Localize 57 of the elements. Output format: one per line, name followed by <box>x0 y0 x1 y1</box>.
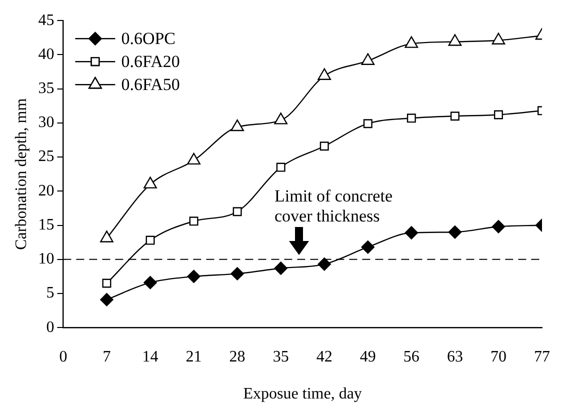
x-tick-label: 56 <box>403 348 420 366</box>
legend-label: 0.6FA50 <box>121 75 180 94</box>
point <box>406 114 416 123</box>
point <box>144 276 157 290</box>
y-tick-label: 10 <box>38 250 54 268</box>
point <box>320 142 329 151</box>
point <box>318 258 331 271</box>
point <box>404 226 418 240</box>
x-tick-label: 28 <box>229 348 246 366</box>
point <box>146 236 155 245</box>
y-tick-label: 5 <box>46 284 54 302</box>
y-axis-title: Carbonation depth, mm <box>12 98 30 250</box>
point <box>361 240 374 254</box>
point <box>492 220 506 234</box>
point <box>494 110 503 120</box>
point <box>450 112 460 121</box>
y-tick-label: 15 <box>38 216 54 234</box>
x-tick-label: 49 <box>360 348 376 366</box>
x-tick-label: 63 <box>446 348 463 366</box>
point <box>230 267 244 280</box>
y-tick-label: 30 <box>38 114 54 132</box>
point <box>144 176 157 188</box>
y-tick-label: 35 <box>38 80 54 98</box>
point <box>187 152 200 165</box>
y-tick-label: 45 <box>38 12 54 29</box>
point <box>318 68 332 80</box>
point <box>274 262 288 275</box>
point <box>404 36 418 48</box>
x-tick-label: 21 <box>186 348 202 366</box>
point <box>187 270 200 284</box>
point <box>448 34 462 46</box>
legend-label: 0.6OPC <box>121 29 176 48</box>
x-tick-label: 0 <box>59 348 68 366</box>
x-tick-label: 70 <box>490 348 506 366</box>
y-tick-label: 0 <box>46 318 54 336</box>
point <box>232 207 242 216</box>
point <box>492 32 506 44</box>
point <box>448 225 462 239</box>
point <box>189 216 198 226</box>
annotation: Limit of concrete cover thickness <box>274 186 393 226</box>
y-tick-label: 40 <box>38 46 54 63</box>
x-tick-label: 77 <box>534 348 550 366</box>
point <box>361 53 375 65</box>
point <box>276 162 286 172</box>
legend-label: 0.6FA20 <box>121 52 180 72</box>
x-tick-label: 14 <box>142 348 158 366</box>
y-tick-label: 20 <box>38 182 54 200</box>
x-tick-label: 35 <box>272 348 289 366</box>
point <box>230 119 244 132</box>
y-tick-label: 25 <box>38 148 54 166</box>
point <box>363 119 372 128</box>
x-axis-title: Exposue time, day <box>243 386 362 403</box>
x-tick-label: 7 <box>102 348 111 366</box>
point <box>274 112 288 124</box>
point <box>102 278 112 288</box>
x-tick-label: 42 <box>316 348 332 366</box>
point <box>100 293 114 306</box>
